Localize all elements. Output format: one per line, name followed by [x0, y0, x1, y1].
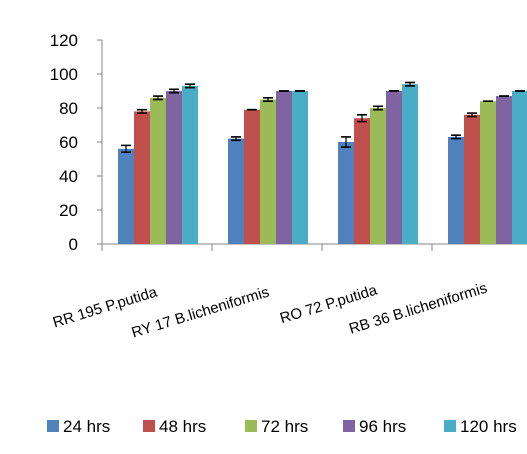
bar: [260, 99, 276, 244]
bar: [370, 108, 386, 244]
y-tick-label: 80: [59, 99, 78, 118]
bar: [402, 84, 418, 244]
bar: [496, 96, 512, 244]
legend-label: 120 hrs: [460, 417, 517, 436]
y-tick-label: 0: [69, 235, 78, 254]
legend-swatch: [245, 420, 257, 432]
legend-label: 96 hrs: [359, 417, 406, 436]
legend-swatch: [343, 420, 355, 432]
legend: 24 hrs 48 hrs 72 hrs 96 hrs 120 hrs: [47, 417, 517, 436]
legend-label: 24 hrs: [63, 417, 110, 436]
y-tick-label: 120: [50, 31, 78, 50]
y-tick-label: 100: [50, 65, 78, 84]
bar: [464, 114, 480, 244]
bar: [228, 138, 244, 244]
legend-label: 48 hrs: [159, 417, 206, 436]
bar: [292, 91, 308, 244]
bar: [182, 85, 198, 245]
legend-label: 72 hrs: [261, 417, 308, 436]
bar: [512, 91, 527, 244]
bar: [338, 142, 354, 244]
legend-swatch: [143, 420, 155, 432]
bar: [244, 109, 260, 244]
bar: [448, 136, 464, 244]
y-tick-label: 40: [59, 167, 78, 186]
bar: [386, 91, 402, 244]
legend-swatch: [47, 420, 59, 432]
bar: [166, 91, 182, 244]
bar: [354, 118, 370, 244]
y-tick-label: 60: [59, 133, 78, 152]
chart-bars: [118, 81, 527, 245]
bar: [276, 91, 292, 244]
y-tick-label: 20: [59, 201, 78, 220]
bar: [150, 97, 166, 244]
bar: [118, 148, 134, 244]
chart-axes: 0 20 40 60 80 100 120: [50, 31, 527, 254]
legend-swatch: [444, 420, 456, 432]
bar: [480, 101, 496, 244]
bar: [134, 111, 150, 245]
